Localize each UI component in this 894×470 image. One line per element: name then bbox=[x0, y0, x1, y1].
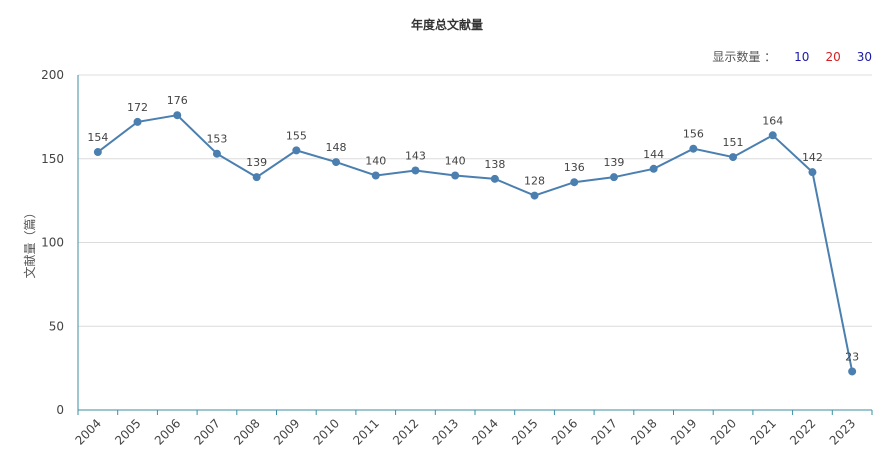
x-tick-label: 2016 bbox=[549, 416, 580, 447]
x-tick-label: 2019 bbox=[668, 416, 699, 447]
data-point bbox=[848, 367, 857, 376]
data-label: 164 bbox=[762, 114, 783, 127]
x-tick-label: 2005 bbox=[112, 416, 143, 447]
x-tick-label: 2020 bbox=[708, 416, 739, 447]
data-point bbox=[729, 153, 738, 162]
x-tick-label: 2018 bbox=[628, 416, 659, 447]
x-tick-label: 2015 bbox=[509, 416, 540, 447]
x-tick-label: 2014 bbox=[469, 416, 500, 447]
y-tick-label: 100 bbox=[41, 236, 64, 250]
data-label: 148 bbox=[326, 141, 347, 154]
x-tick-label: 2013 bbox=[430, 416, 461, 447]
data-point bbox=[371, 171, 380, 180]
x-tick-label: 2011 bbox=[350, 416, 381, 447]
data-point bbox=[609, 173, 618, 182]
data-point bbox=[252, 173, 261, 182]
data-label: 139 bbox=[246, 156, 267, 169]
x-tick-label: 2021 bbox=[747, 416, 778, 447]
data-point bbox=[530, 191, 539, 200]
data-label: 155 bbox=[286, 129, 307, 142]
y-axis-title: 文献量（篇） bbox=[22, 206, 37, 278]
data-point bbox=[570, 178, 579, 187]
display-count-selector: 显示数量 ： 10 20 30 bbox=[712, 48, 872, 65]
data-label: 138 bbox=[484, 158, 505, 171]
data-point bbox=[768, 131, 777, 140]
data-point bbox=[212, 149, 221, 158]
data-label: 139 bbox=[603, 156, 624, 169]
y-tick-label: 0 bbox=[56, 403, 64, 417]
data-point bbox=[292, 146, 301, 155]
x-tick-label: 2023 bbox=[827, 416, 858, 447]
x-tick-label: 2007 bbox=[192, 416, 223, 447]
data-label: 143 bbox=[405, 149, 426, 162]
x-tick-label: 2022 bbox=[787, 416, 818, 447]
data-label: 23 bbox=[845, 350, 859, 363]
x-tick-label: 2008 bbox=[231, 416, 262, 447]
x-tick-label: 2009 bbox=[271, 416, 302, 447]
y-tick-label: 150 bbox=[41, 152, 64, 166]
data-point bbox=[93, 148, 102, 157]
x-tick-label: 2006 bbox=[152, 416, 183, 447]
data-label: 154 bbox=[87, 131, 108, 144]
x-tick-label: 2004 bbox=[72, 416, 103, 447]
data-label: 144 bbox=[643, 148, 664, 161]
display-count-label: 显示数量 ： bbox=[712, 50, 777, 64]
data-label: 136 bbox=[564, 161, 585, 174]
data-label: 172 bbox=[127, 101, 148, 114]
data-point bbox=[808, 168, 817, 177]
display-count-option-30[interactable]: 30 bbox=[856, 49, 872, 64]
x-tick-label: 2012 bbox=[390, 416, 421, 447]
data-label: 153 bbox=[206, 133, 227, 146]
data-point bbox=[173, 111, 182, 120]
data-point bbox=[451, 171, 460, 180]
data-point bbox=[689, 144, 698, 153]
y-tick-label: 200 bbox=[41, 68, 64, 82]
data-label: 140 bbox=[445, 155, 466, 168]
series-line bbox=[97, 114, 854, 372]
data-point bbox=[649, 164, 658, 173]
data-point bbox=[133, 117, 142, 126]
data-label: 128 bbox=[524, 175, 545, 188]
display-count-option-10[interactable]: 10 bbox=[794, 49, 810, 64]
data-point bbox=[411, 166, 420, 175]
data-point bbox=[332, 158, 341, 167]
y-tick-label: 50 bbox=[49, 319, 64, 333]
data-label: 140 bbox=[365, 155, 386, 168]
data-label: 176 bbox=[167, 94, 188, 107]
data-label: 142 bbox=[802, 151, 823, 164]
data-label: 151 bbox=[723, 136, 744, 149]
data-label: 156 bbox=[683, 128, 704, 141]
x-tick-label: 2010 bbox=[311, 416, 342, 447]
display-count-option-20[interactable]: 20 bbox=[825, 49, 841, 64]
data-point bbox=[490, 174, 499, 183]
x-tick-label: 2017 bbox=[589, 416, 620, 447]
chart-title: 年度总文献量 bbox=[410, 18, 483, 32]
